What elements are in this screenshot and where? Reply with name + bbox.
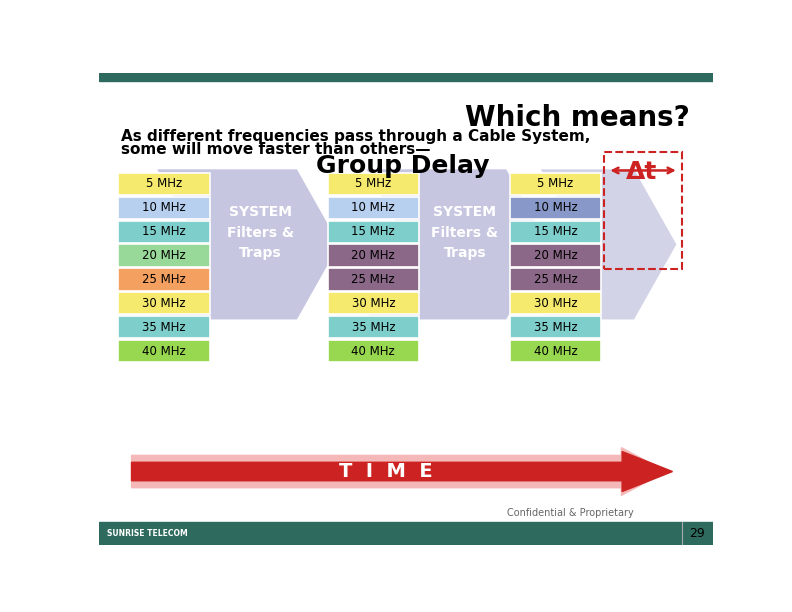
Text: 20 MHz: 20 MHz (534, 249, 577, 262)
Text: 10 MHz: 10 MHz (352, 201, 395, 214)
Bar (510, 220, 601, 243)
Text: 5 MHz: 5 MHz (537, 177, 573, 190)
Text: 15 MHz: 15 MHz (143, 225, 186, 238)
Text: Which means?: Which means? (465, 104, 690, 132)
Bar (118, 220, 210, 243)
Text: 35 MHz: 35 MHz (534, 321, 577, 334)
Bar (328, 292, 419, 315)
Text: 5 MHz: 5 MHz (356, 177, 391, 190)
Text: T  I  M  E: T I M E (339, 462, 432, 481)
Bar (118, 340, 210, 362)
Text: 40 MHz: 40 MHz (352, 345, 395, 357)
FancyArrow shape (131, 452, 672, 491)
Text: SUNRISE TELECOM: SUNRISE TELECOM (107, 529, 188, 537)
Polygon shape (541, 170, 676, 319)
Bar (99, 73, 713, 81)
Text: Confidential & Proprietary: Confidential & Proprietary (507, 509, 634, 518)
Text: some will move faster than others—: some will move faster than others— (120, 142, 430, 157)
Text: 15 MHz: 15 MHz (534, 225, 577, 238)
FancyArrow shape (131, 447, 666, 495)
Bar (118, 244, 210, 267)
Polygon shape (367, 170, 549, 319)
Text: 35 MHz: 35 MHz (143, 321, 186, 334)
Polygon shape (157, 170, 339, 319)
Bar (510, 244, 601, 267)
Text: 20 MHz: 20 MHz (143, 249, 186, 262)
Bar (510, 173, 601, 195)
Bar (328, 173, 419, 195)
Bar (99, 521, 713, 545)
Bar (510, 316, 601, 338)
Text: SYSTEM
Filters &
Traps: SYSTEM Filters & Traps (227, 205, 294, 261)
Text: 35 MHz: 35 MHz (352, 321, 395, 334)
Text: Group Delay: Group Delay (316, 154, 489, 178)
Text: SYSTEM
Filters &
Traps: SYSTEM Filters & Traps (432, 205, 498, 261)
Bar (328, 220, 419, 243)
Text: As different frequencies pass through a Cable System,: As different frequencies pass through a … (120, 129, 590, 144)
Bar (118, 292, 210, 315)
Bar (328, 268, 419, 291)
Text: 30 MHz: 30 MHz (534, 297, 577, 310)
Text: Δt: Δt (626, 160, 657, 184)
Bar (604, 152, 682, 269)
Bar (118, 316, 210, 338)
Text: 10 MHz: 10 MHz (143, 201, 186, 214)
Bar (328, 196, 419, 219)
Bar (118, 268, 210, 291)
Bar (328, 316, 419, 338)
Bar (510, 268, 601, 291)
Text: 30 MHz: 30 MHz (352, 297, 395, 310)
Text: 40 MHz: 40 MHz (143, 345, 186, 357)
Bar (328, 244, 419, 267)
Text: 15 MHz: 15 MHz (352, 225, 395, 238)
Bar (118, 173, 210, 195)
Bar (510, 340, 601, 362)
Text: 25 MHz: 25 MHz (143, 273, 186, 286)
Text: 20 MHz: 20 MHz (352, 249, 395, 262)
Text: 29: 29 (689, 527, 705, 540)
Bar (510, 292, 601, 315)
Text: 25 MHz: 25 MHz (352, 273, 395, 286)
Text: 10 MHz: 10 MHz (534, 201, 577, 214)
Text: 25 MHz: 25 MHz (534, 273, 577, 286)
Text: 30 MHz: 30 MHz (143, 297, 186, 310)
Bar (118, 196, 210, 219)
Text: 5 MHz: 5 MHz (146, 177, 182, 190)
Text: 40 MHz: 40 MHz (534, 345, 577, 357)
Bar (328, 340, 419, 362)
Bar (510, 196, 601, 219)
